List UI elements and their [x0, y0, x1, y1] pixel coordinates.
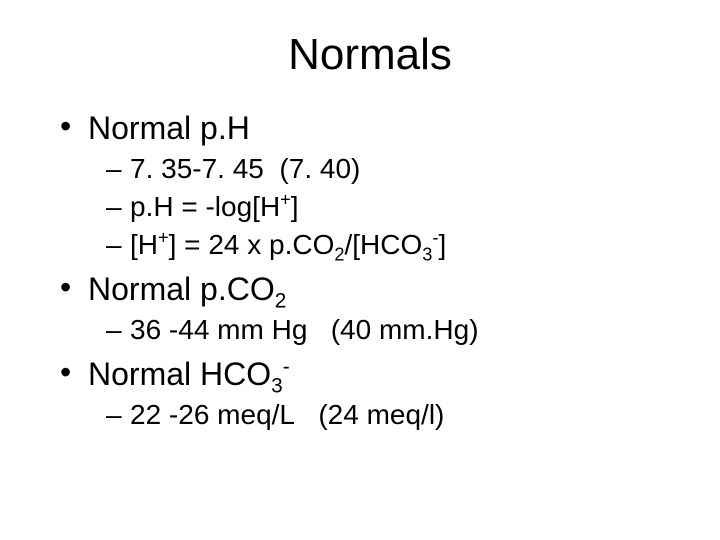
slide: Normals Normal p.H 7. 35-7. 45 (7. 40) p… [0, 0, 720, 540]
bullet-list: Normal p.H 7. 35-7. 45 (7. 40) p.H = -lo… [60, 110, 680, 431]
section-heading: Normal p.H [88, 110, 250, 146]
sub-item: p.H = -log[H+] [106, 191, 680, 223]
sub-item: 36 -44 mm Hg (40 mm.Hg) [106, 314, 680, 346]
section-hco3: Normal HCO3- 22 -26 meq/L (24 meq/l) [60, 356, 680, 431]
section-ph: Normal p.H 7. 35-7. 45 (7. 40) p.H = -lo… [60, 110, 680, 261]
section-heading: Normal p.CO2 [88, 271, 286, 307]
sub-item: 22 -26 meq/L (24 meq/l) [106, 399, 680, 431]
sub-item: [H+] = 24 x p.CO2/[HCO3-] [106, 229, 680, 261]
section-pco2: Normal p.CO2 36 -44 mm Hg (40 mm.Hg) [60, 271, 680, 346]
section-heading: Normal HCO3- [88, 356, 290, 392]
sub-list: 7. 35-7. 45 (7. 40) p.H = -log[H+] [H+] … [88, 153, 680, 261]
sub-list: 36 -44 mm Hg (40 mm.Hg) [88, 314, 680, 346]
slide-title: Normals [60, 30, 680, 80]
sub-list: 22 -26 meq/L (24 meq/l) [88, 399, 680, 431]
sub-item: 7. 35-7. 45 (7. 40) [106, 153, 680, 185]
